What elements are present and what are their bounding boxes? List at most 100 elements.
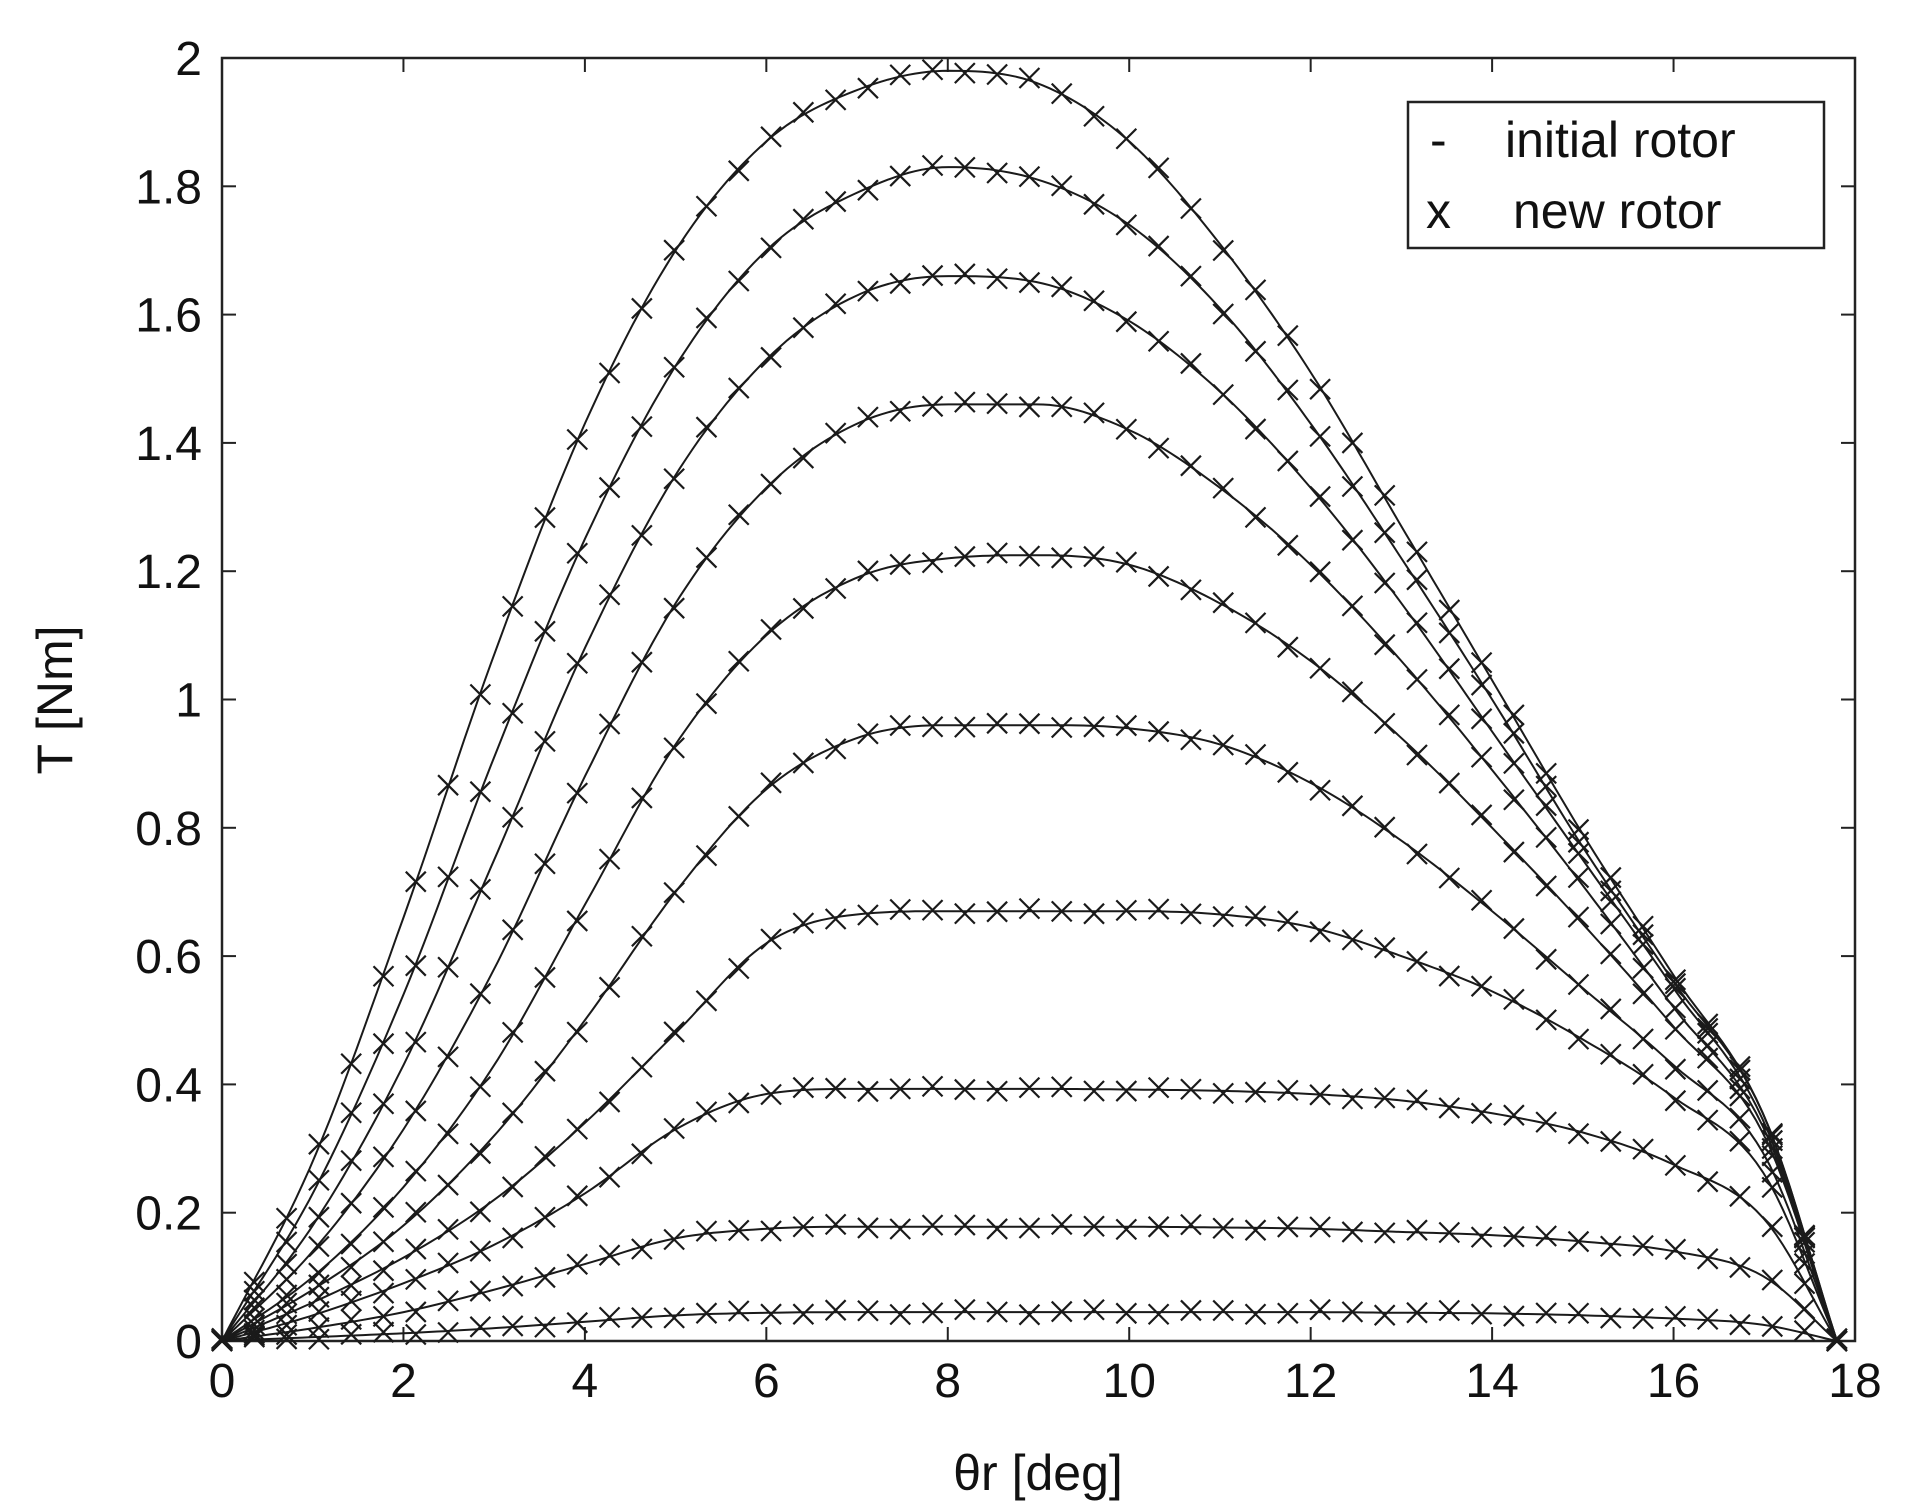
new-rotor-marker bbox=[631, 415, 653, 438]
new-rotor-marker bbox=[954, 1214, 976, 1236]
new-rotor-marker bbox=[1470, 975, 1493, 997]
x-tick-label: 8 bbox=[934, 1355, 961, 1408]
new-rotor-marker bbox=[1535, 826, 1557, 849]
new-rotor-marker bbox=[1147, 1076, 1170, 1099]
new-rotor-marker bbox=[889, 553, 912, 576]
new-rotor-marker bbox=[1373, 1304, 1396, 1326]
new-rotor-marker bbox=[1373, 484, 1396, 507]
x-tick-label: 16 bbox=[1647, 1355, 1700, 1408]
new-rotor-marker bbox=[1018, 1303, 1041, 1326]
new-rotor-marker bbox=[1180, 903, 1202, 925]
new-rotor-marker bbox=[663, 1228, 685, 1251]
new-rotor-marker bbox=[824, 190, 847, 213]
new-rotor-marker bbox=[1018, 897, 1041, 920]
new-rotor-marker bbox=[986, 712, 1008, 735]
new-rotor-marker bbox=[405, 954, 427, 977]
new-rotor-marker bbox=[1341, 1301, 1364, 1323]
new-rotor-marker bbox=[1406, 611, 1428, 634]
new-rotor-marker bbox=[1470, 674, 1493, 696]
new-rotor-marker bbox=[1535, 1111, 1557, 1133]
new-rotor-marker bbox=[1244, 340, 1267, 363]
new-rotor-marker bbox=[340, 1052, 362, 1075]
new-rotor-marker bbox=[275, 1302, 298, 1325]
new-rotor-marker bbox=[372, 1321, 395, 1343]
new-rotor-marker bbox=[437, 1123, 459, 1145]
new-rotor-marker bbox=[1438, 704, 1461, 726]
new-rotor-marker bbox=[1729, 1107, 1751, 1130]
new-rotor-marker bbox=[1212, 1217, 1234, 1240]
new-rotor-marker bbox=[921, 899, 944, 921]
new-rotor-marker bbox=[340, 1256, 362, 1279]
new-rotor-marker bbox=[340, 1233, 362, 1255]
new-rotor-marker bbox=[534, 1316, 556, 1338]
new-rotor-marker bbox=[1438, 599, 1461, 621]
new-rotor-marker bbox=[1470, 1303, 1493, 1325]
new-rotor-marker bbox=[889, 1078, 912, 1100]
new-rotor-marker bbox=[1567, 973, 1590, 996]
y-tick-label: 1.2 bbox=[135, 546, 202, 599]
new-rotor-marker bbox=[857, 1299, 879, 1322]
new-rotor-marker bbox=[727, 270, 750, 292]
new-rotor-marker bbox=[1632, 983, 1654, 1005]
new-rotor-marker bbox=[889, 272, 912, 295]
new-rotor-marker bbox=[372, 1230, 395, 1253]
new-rotor-marker bbox=[1050, 547, 1073, 569]
new-rotor-marker bbox=[1567, 1122, 1590, 1145]
new-rotor-marker bbox=[954, 263, 976, 285]
new-rotor-marker bbox=[340, 1290, 362, 1312]
new-rotor-marker bbox=[1244, 506, 1267, 529]
new-rotor-marker bbox=[1147, 1216, 1170, 1238]
new-rotor-marker bbox=[372, 1196, 395, 1219]
new-rotor-marker bbox=[1406, 843, 1428, 865]
new-rotor-marker bbox=[1309, 1084, 1331, 1106]
new-rotor-marker bbox=[1406, 1219, 1428, 1241]
new-rotor-marker bbox=[1793, 1252, 1816, 1275]
new-rotor-marker bbox=[695, 195, 718, 218]
new-rotor-marker bbox=[1438, 965, 1461, 987]
new-rotor-marker bbox=[631, 524, 653, 547]
new-rotor-marker bbox=[921, 264, 944, 287]
new-rotor-marker bbox=[1503, 1225, 1525, 1248]
new-rotor-marker bbox=[1503, 752, 1525, 775]
new-rotor-marker bbox=[824, 577, 847, 600]
new-rotor-marker bbox=[1406, 668, 1428, 691]
new-rotor-marker bbox=[1018, 396, 1041, 418]
new-rotor-marker bbox=[727, 1219, 750, 1242]
new-rotor-marker bbox=[727, 160, 750, 182]
new-rotor-marker bbox=[372, 1282, 395, 1304]
new-rotor-marker bbox=[340, 1192, 362, 1214]
new-rotor-marker bbox=[986, 1218, 1008, 1240]
new-rotor-marker bbox=[1600, 1130, 1622, 1153]
new-rotor-marker bbox=[1826, 1327, 1848, 1350]
new-rotor-marker bbox=[954, 545, 976, 568]
new-rotor-marker bbox=[243, 1280, 266, 1303]
new-rotor-marker bbox=[1503, 722, 1525, 745]
new-rotor-marker bbox=[921, 1302, 944, 1324]
legend-label-new: new rotor bbox=[1513, 183, 1721, 239]
new-rotor-marker bbox=[372, 1305, 395, 1328]
new-rotor-marker bbox=[1664, 1089, 1687, 1112]
new-rotor-marker bbox=[1018, 165, 1041, 188]
new-rotor-marker bbox=[663, 239, 685, 261]
new-rotor-marker bbox=[566, 1021, 589, 1043]
new-rotor-marker bbox=[534, 620, 556, 643]
new-rotor-marker bbox=[986, 1080, 1008, 1103]
new-rotor-marker bbox=[1373, 521, 1396, 544]
new-rotor-marker bbox=[1470, 651, 1493, 674]
new-rotor-marker bbox=[857, 179, 879, 201]
new-rotor-marker bbox=[275, 1231, 298, 1253]
y-tick-label: 0.6 bbox=[135, 931, 202, 984]
x-tick-label: 12 bbox=[1284, 1355, 1337, 1408]
new-rotor-marker bbox=[695, 1101, 718, 1123]
new-rotor-marker bbox=[1373, 572, 1396, 594]
new-rotor-marker bbox=[437, 1046, 459, 1068]
new-rotor-marker bbox=[469, 1075, 492, 1098]
new-rotor-marker bbox=[727, 377, 750, 399]
new-rotor-marker bbox=[1277, 1302, 1299, 1325]
new-rotor-marker bbox=[1567, 1302, 1590, 1325]
new-rotor-marker bbox=[1535, 875, 1557, 897]
new-rotor-marker bbox=[1309, 779, 1331, 802]
new-rotor-marker bbox=[469, 780, 492, 803]
new-rotor-marker bbox=[1600, 943, 1622, 965]
new-rotor-marker bbox=[695, 546, 718, 569]
